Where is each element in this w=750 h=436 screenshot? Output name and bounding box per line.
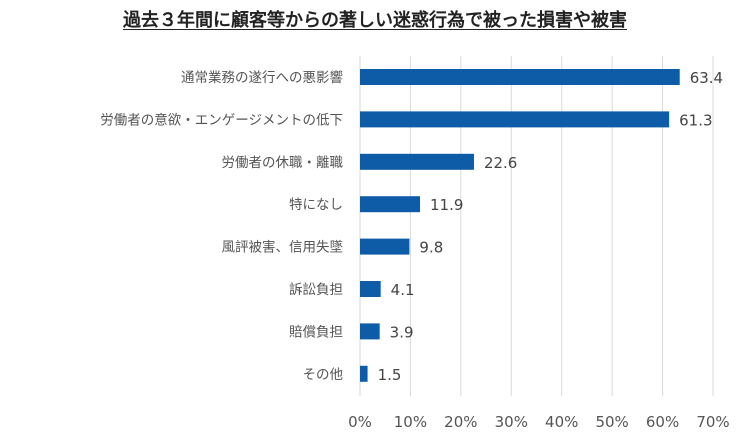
x-tick-label: 40% <box>545 413 578 431</box>
data-label: 3.9 <box>390 323 414 341</box>
category-label: 訴訟負担 <box>289 282 343 298</box>
data-label: 22.6 <box>484 154 517 172</box>
data-label: 1.5 <box>378 366 402 384</box>
category-label: 賠償負担 <box>289 324 343 340</box>
x-tick-label: 20% <box>444 413 477 431</box>
x-tick-label: 30% <box>495 413 528 431</box>
category-label: 風評被害、信用失墜 <box>222 240 344 256</box>
bar <box>360 323 380 340</box>
category-label: その他 <box>303 367 344 383</box>
bar <box>360 281 381 297</box>
data-label: 9.8 <box>419 239 443 257</box>
bar <box>360 238 410 255</box>
bar <box>360 153 474 170</box>
bar <box>360 111 670 128</box>
x-tick-label: 10% <box>394 413 427 431</box>
x-tick-label: 70% <box>696 413 729 431</box>
category-label: 特になし <box>289 197 343 213</box>
bar <box>360 196 421 213</box>
category-label: 労働者の休職・離職 <box>222 155 344 171</box>
data-label: 4.1 <box>391 281 415 299</box>
data-label: 61.3 <box>679 111 712 129</box>
chart-title: 過去３年間に顧客等からの著しい迷惑行為で被った損害や被害 <box>123 10 627 31</box>
x-tick-label: 60% <box>646 413 679 431</box>
bar <box>360 69 680 85</box>
data-label: 63.4 <box>690 69 723 87</box>
category-label: 労働者の意欲・エンゲージメントの低下 <box>100 111 343 128</box>
x-tick-label: 0% <box>348 413 372 431</box>
bar <box>360 365 368 382</box>
x-tick-label: 50% <box>595 413 628 431</box>
category-label: 通常業務の遂行への悪影響 <box>181 69 343 86</box>
data-label: 11.9 <box>430 196 463 214</box>
